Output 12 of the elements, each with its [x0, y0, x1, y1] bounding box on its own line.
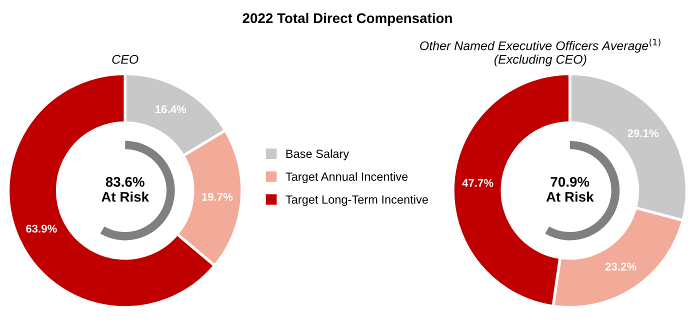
- chart-subtitle: CEO: [112, 54, 138, 64]
- data-label: 23.2%: [605, 262, 636, 271]
- legend-label: Base Salary: [286, 149, 350, 160]
- legend-label: Target Annual Incentive: [286, 172, 408, 184]
- data-label: 19.7%: [202, 192, 233, 201]
- chart-title: 2022 Total Direct Compensation: [242, 12, 452, 26]
- text: 70.9% At Risk: [546, 176, 594, 202]
- text: 83.6% At Risk: [102, 176, 150, 202]
- data-label: 63.9%: [26, 224, 57, 233]
- legend-label: Target Long-Term Incentive: [286, 195, 428, 206]
- text: Other Named Executive Officers Average$^{(1)}$ (Excluding CEO): [420, 38, 660, 66]
- data-label: 47.7%: [462, 179, 494, 187]
